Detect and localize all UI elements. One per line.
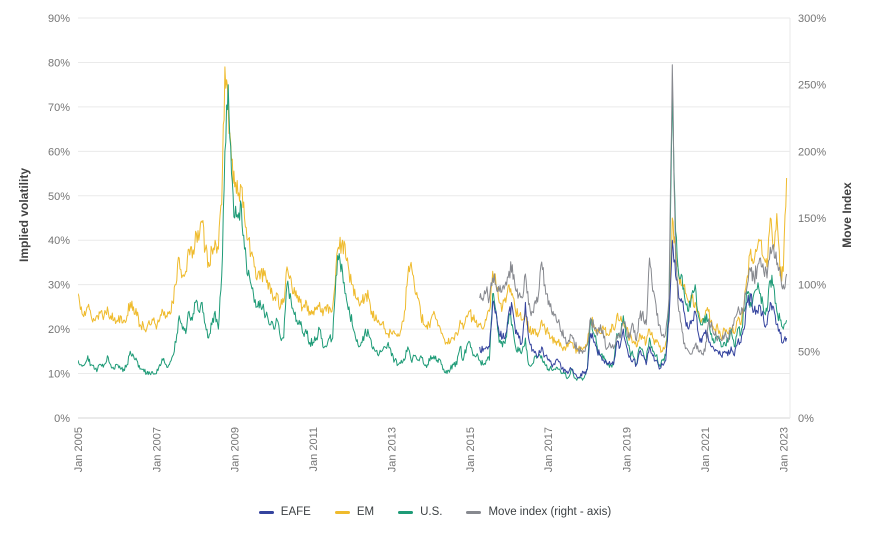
chart-plot-area: 0% 10% 20% 30% 40% 50% 60% 70% 80% 90% 0% 50% 100% 15… xyxy=(48,13,826,472)
series-line-em xyxy=(78,66,788,354)
left-axis-tick-label: 50% xyxy=(48,191,70,203)
legend: EAFE EM U.S. Move index (right - axis) xyxy=(0,498,870,526)
legend-label-eafe: EAFE xyxy=(280,506,311,518)
series-lines xyxy=(78,64,788,381)
left-axis-tick-label: 70% xyxy=(48,102,70,114)
right-axis-tick-label: 50% xyxy=(798,346,820,358)
x-axis-tick-label: Jan 2015 xyxy=(465,427,477,472)
eafe-line-swatch xyxy=(258,510,274,514)
x-axis-tick-label: Jan 2007 xyxy=(151,427,163,472)
x-axis-tick-label: Jan 2005 xyxy=(73,427,85,472)
legend-item-move-index[interactable]: Move index (right - axis) xyxy=(466,506,611,518)
left-axis-tick-label: 0% xyxy=(54,413,70,425)
x-axis-tick-label: Jan 2019 xyxy=(622,427,634,472)
legend-label-em: EM xyxy=(356,506,375,518)
left-axis-title: Implied volatility xyxy=(17,167,31,263)
x-axis-tick-label: Jan 2021 xyxy=(700,427,712,472)
legend-label-us: U.S. xyxy=(420,506,443,518)
x-axis-tick-label: Jan 2013 xyxy=(386,427,398,472)
left-axis-tick-label: 10% xyxy=(48,369,70,381)
series-line-move-index-right-axis xyxy=(479,64,788,356)
left-axis-tick-label: 20% xyxy=(48,324,70,336)
em-line-swatch xyxy=(334,510,350,514)
move-index-line-swatch xyxy=(466,510,482,514)
right-axis-tick-label: 200% xyxy=(798,146,826,158)
legend-label-move-index: Move index (right - axis) xyxy=(488,506,612,518)
right-axis-title: Move Index xyxy=(840,182,854,248)
right-axis-tick-label: 300% xyxy=(798,13,826,25)
left-axis-tick-label: 60% xyxy=(48,146,70,158)
right-axis-tick-label: 0% xyxy=(798,413,814,425)
series-line-u-s xyxy=(78,84,788,381)
x-axis-tick-label: Jan 2009 xyxy=(230,427,242,472)
x-axis-tick-label: Jan 2011 xyxy=(308,427,320,471)
left-axis-tick-label: 80% xyxy=(48,57,70,69)
legend-item-us[interactable]: U.S. xyxy=(398,506,442,518)
right-axis-tick-label: 100% xyxy=(798,280,826,292)
left-axis-tick-label: 40% xyxy=(48,235,70,247)
legend-item-em[interactable]: EM xyxy=(334,506,375,518)
left-axis-tick-label: 90% xyxy=(48,13,70,25)
left-axis-tick-label: 30% xyxy=(48,280,70,292)
right-axis-tick-label: 250% xyxy=(798,80,826,92)
x-axis-tick-label: Jan 2017 xyxy=(543,427,555,472)
legend-item-eafe[interactable]: EAFE xyxy=(258,506,311,518)
series-line-eafe xyxy=(479,239,788,379)
right-axis-tick-label: 150% xyxy=(798,213,826,225)
us-line-swatch xyxy=(398,510,414,514)
x-axis-tick-label: Jan 2023 xyxy=(778,427,790,472)
